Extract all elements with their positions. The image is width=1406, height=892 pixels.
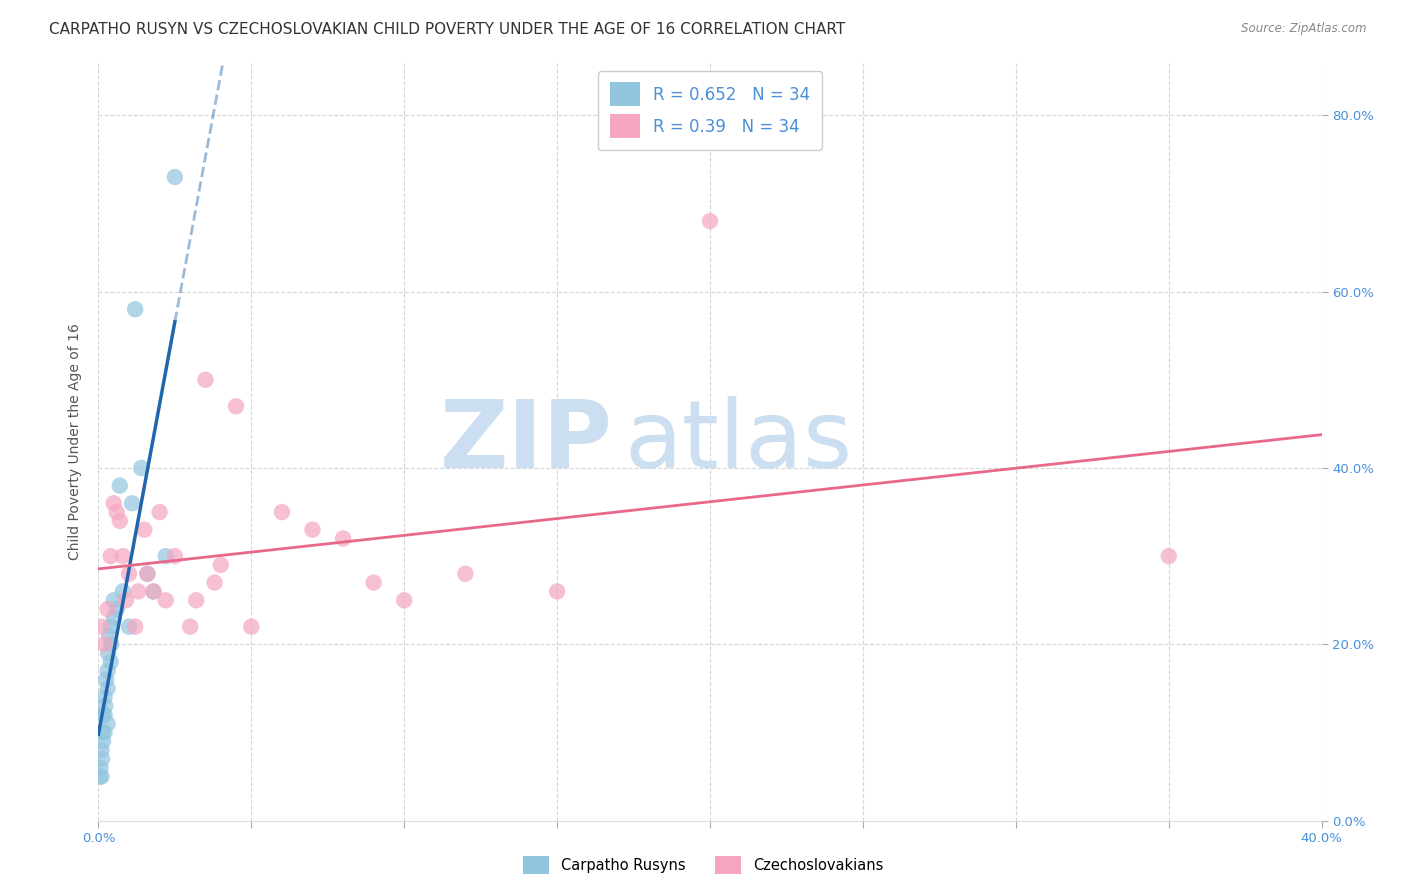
Text: CARPATHO RUSYN VS CZECHOSLOVAKIAN CHILD POVERTY UNDER THE AGE OF 16 CORRELATION : CARPATHO RUSYN VS CZECHOSLOVAKIAN CHILD … (49, 22, 845, 37)
Point (194, 373, 217, 387)
Point (454, 566, 477, 581)
Point (97, 716, 120, 731)
Point (108, 514, 131, 528)
Point (155, 593, 177, 607)
Point (127, 584, 149, 599)
Point (105, 505, 128, 519)
Point (103, 496, 125, 510)
Point (699, 214, 721, 228)
Point (163, 169, 186, 184)
Point (225, 399, 247, 413)
Point (100, 549, 122, 563)
Point (90, 770, 112, 784)
Point (121, 496, 143, 510)
Point (97, 681, 120, 696)
Point (103, 611, 125, 625)
Point (186, 593, 208, 607)
Point (124, 302, 146, 317)
Point (105, 602, 128, 616)
Point (142, 584, 165, 599)
Point (546, 584, 568, 599)
Point (100, 655, 122, 669)
Point (209, 558, 232, 572)
Point (90, 743, 112, 757)
Point (136, 566, 159, 581)
Text: ZIP: ZIP (439, 395, 612, 488)
Point (93, 725, 115, 739)
Point (100, 637, 122, 651)
Point (163, 549, 186, 563)
Point (97, 664, 120, 678)
Legend: Carpatho Rusyns, Czechoslovakians: Carpatho Rusyns, Czechoslovakians (517, 850, 889, 880)
Point (97, 646, 120, 660)
Point (108, 478, 131, 492)
Point (94, 673, 117, 687)
Y-axis label: Child Poverty Under the Age of 16: Child Poverty Under the Age of 16 (69, 323, 83, 560)
Point (129, 461, 152, 475)
Point (270, 505, 292, 519)
Point (91, 752, 114, 766)
Point (124, 620, 146, 634)
Point (134, 523, 156, 537)
Point (91, 707, 114, 722)
Point (332, 532, 354, 546)
Point (91, 734, 114, 748)
Point (118, 566, 141, 581)
Text: Source: ZipAtlas.com: Source: ZipAtlas.com (1241, 22, 1367, 36)
Point (111, 584, 134, 599)
Point (392, 593, 416, 607)
Point (115, 593, 138, 607)
Point (98, 628, 121, 642)
Point (90, 620, 112, 634)
Point (93, 637, 115, 651)
Point (149, 505, 172, 519)
Legend: R = 0.652   N = 34, R = 0.39   N = 34: R = 0.652 N = 34, R = 0.39 N = 34 (598, 70, 823, 150)
Point (363, 575, 385, 590)
Point (111, 549, 134, 563)
Point (90, 761, 112, 775)
Point (301, 523, 323, 537)
Point (136, 566, 159, 581)
Point (91, 725, 114, 739)
Point (142, 584, 165, 599)
Point (204, 575, 226, 590)
Point (93, 690, 115, 705)
Point (179, 620, 201, 634)
Point (89, 770, 111, 784)
Point (97, 602, 120, 616)
Point (94, 699, 117, 714)
Text: atlas: atlas (624, 395, 852, 488)
Point (103, 593, 125, 607)
Point (118, 620, 141, 634)
Point (155, 549, 177, 563)
Point (1157, 549, 1180, 563)
Point (100, 620, 122, 634)
Point (93, 707, 115, 722)
Point (240, 620, 263, 634)
